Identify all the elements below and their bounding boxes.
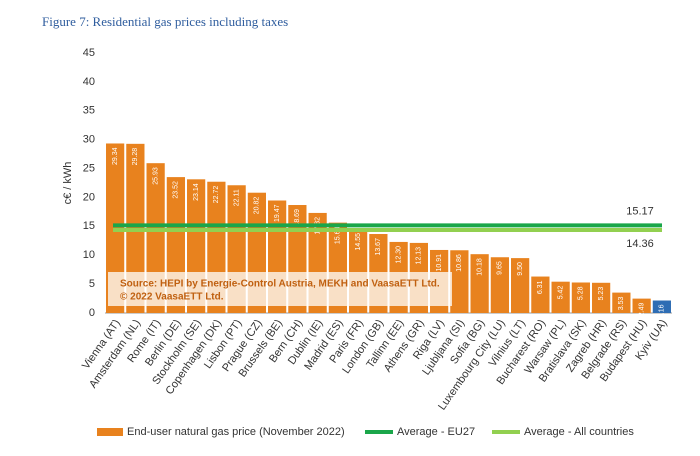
value-label: 9.65 xyxy=(497,261,504,275)
value-label: 2.16 xyxy=(659,304,666,318)
value-label: 3.53 xyxy=(618,296,625,310)
value-label: 14.55 xyxy=(355,233,362,251)
bar xyxy=(612,292,631,313)
value-label: 23.14 xyxy=(193,183,200,201)
bar xyxy=(511,258,530,313)
source-text: © 2022 VaasaETT Ltd. xyxy=(120,292,224,303)
value-label: 5.23 xyxy=(598,287,605,301)
value-label: 2.49 xyxy=(638,303,645,317)
value-label: 15.64 xyxy=(335,227,342,245)
value-label: 25.93 xyxy=(152,167,159,185)
y-tick-label: 35 xyxy=(83,105,95,117)
value-label: 22.11 xyxy=(233,189,240,206)
source-box xyxy=(108,272,452,306)
bar xyxy=(551,281,570,313)
value-label: 22.72 xyxy=(213,186,220,204)
y-tick-label: 25 xyxy=(83,162,95,174)
value-label: 29.28 xyxy=(132,148,139,166)
value-label: 29.34 xyxy=(112,147,119,165)
value-label: 5.28 xyxy=(578,286,585,300)
bar xyxy=(592,282,611,313)
value-label: 13.67 xyxy=(375,238,382,256)
legend-label: Average - All countries xyxy=(524,426,634,438)
y-tick-label: 20 xyxy=(83,191,95,203)
legend-label: Average - EU27 xyxy=(397,426,475,438)
value-label: 6.31 xyxy=(537,280,544,294)
y-tick-label: 10 xyxy=(83,249,95,261)
value-label: 12.30 xyxy=(395,246,402,264)
bar xyxy=(490,257,509,313)
y-tick-label: 15 xyxy=(83,220,95,232)
bar xyxy=(652,300,671,313)
bar xyxy=(571,282,590,313)
y-axis-label: c€ / kWh xyxy=(62,162,74,205)
value-label: 20.82 xyxy=(254,197,261,215)
average-label: 14.36 xyxy=(626,238,654,250)
legend-swatch xyxy=(97,428,123,436)
bar xyxy=(531,276,550,313)
bar xyxy=(632,298,651,313)
value-label: 10.86 xyxy=(456,254,463,272)
value-label: 23.52 xyxy=(173,181,180,199)
y-tick-label: 40 xyxy=(83,76,95,88)
value-label: 9.50 xyxy=(517,262,524,276)
value-label: 10.91 xyxy=(436,254,443,272)
value-label: 19.47 xyxy=(274,204,281,222)
y-tick-label: 45 xyxy=(83,47,95,59)
value-label: 12.13 xyxy=(416,247,423,265)
value-label: 10.18 xyxy=(476,258,483,276)
y-tick-label: 5 xyxy=(89,278,95,290)
bar xyxy=(450,250,469,313)
value-label: 5.42 xyxy=(557,286,564,300)
source-text: Source: HEPI by Energie-Control Austria,… xyxy=(120,279,440,290)
y-tick-label: 30 xyxy=(83,134,95,146)
value-label: 18.69 xyxy=(294,209,301,227)
average-label: 15.17 xyxy=(626,205,654,217)
bar xyxy=(470,254,489,313)
y-tick-label: 0 xyxy=(89,307,95,319)
legend-label: End-user natural gas price (November 202… xyxy=(127,426,345,438)
chart-title: Figure 7: Residential gas prices includi… xyxy=(42,14,288,29)
